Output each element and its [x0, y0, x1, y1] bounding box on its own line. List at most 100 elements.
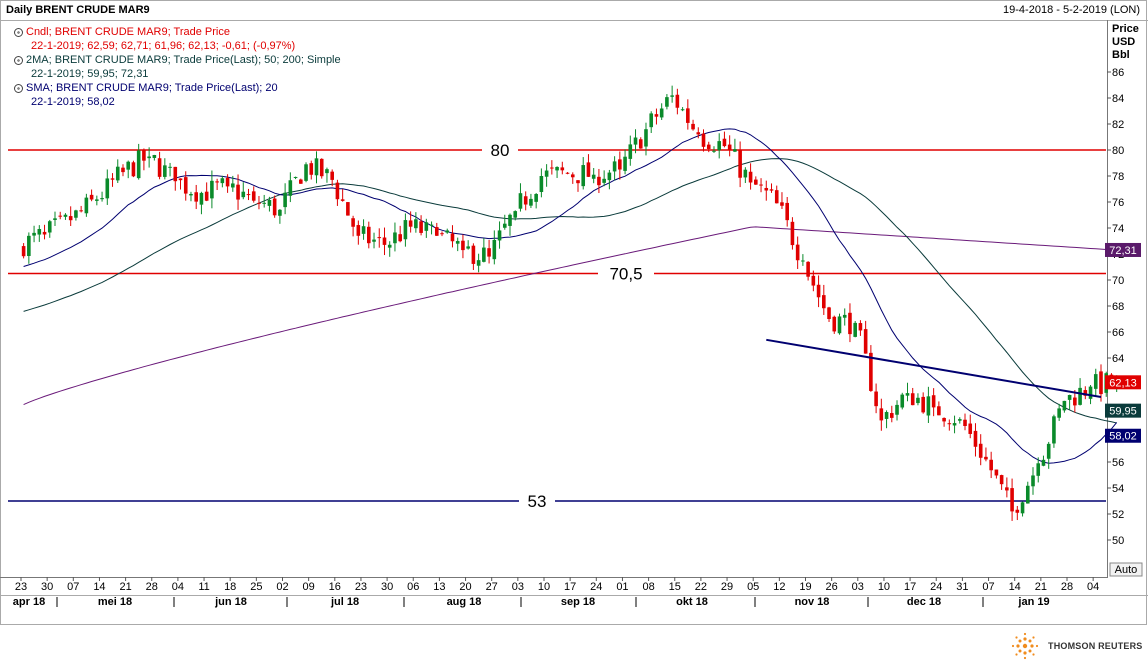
indicator-icon[interactable]	[14, 83, 23, 93]
level-label: 70,5	[609, 265, 642, 284]
candle-body	[476, 260, 481, 266]
candle-body	[100, 198, 104, 200]
candle-body	[1036, 463, 1041, 476]
candle-body	[659, 108, 664, 118]
auto-scale-button[interactable]	[1109, 562, 1143, 577]
candle-body	[816, 284, 821, 298]
candle-body	[131, 162, 136, 177]
x-tick-label: 24	[590, 581, 602, 593]
candle-body	[241, 191, 246, 198]
candle-body	[926, 396, 931, 416]
candle-body	[555, 166, 559, 171]
candle-body	[105, 178, 110, 199]
candle-body	[21, 246, 26, 257]
candle-body	[999, 475, 1004, 485]
logo-text: THOMSON REUTERS	[1048, 641, 1143, 651]
candle-body	[968, 423, 973, 434]
candle-body	[916, 397, 920, 404]
candle-body	[414, 219, 418, 229]
y-tick-label: 74	[1112, 223, 1124, 235]
candle-body	[832, 316, 837, 332]
candle-body	[163, 165, 167, 177]
last-value-label: 62,13	[1109, 377, 1137, 389]
x-tick-label: 28	[1061, 581, 1073, 593]
x-tick-label: 21	[1035, 581, 1047, 593]
candle-body	[576, 180, 580, 184]
candle-body	[257, 202, 261, 204]
x-tick-label: 23	[15, 581, 27, 593]
x-tick-label: 24	[930, 581, 942, 593]
candle-body	[1015, 509, 1020, 513]
y-tick-label: 80	[1112, 145, 1124, 157]
level-label-bg	[482, 139, 518, 161]
x-tick-label: 05	[747, 581, 759, 593]
candle-body	[963, 419, 967, 427]
candle-body	[1099, 371, 1103, 395]
level-label-bg	[598, 262, 654, 285]
x-tick-label: 22	[695, 581, 707, 593]
x-tick-label: 28	[146, 581, 158, 593]
y-tick-label: 76	[1112, 197, 1124, 209]
candle-body	[1088, 386, 1093, 399]
y-tick-label: 82	[1112, 119, 1124, 131]
auto-scale-label[interactable]: Auto	[1115, 564, 1138, 576]
candle-body	[1046, 443, 1051, 459]
x-tick-label: 10	[538, 581, 550, 593]
candle-body	[366, 226, 371, 244]
candle-body	[654, 114, 659, 117]
legend-sma[interactable]: SMA; BRENT CRUDE MAR9; Trade Price(Last)…	[14, 81, 341, 95]
candle-body	[837, 316, 842, 334]
candle-body	[361, 226, 366, 234]
trendline[interactable]	[766, 338, 1102, 398]
candle-body	[649, 113, 654, 128]
legend-candle[interactable]: Cndl; BRENT CRUDE MAR9; Trade Price	[14, 25, 341, 39]
candle-body	[251, 191, 256, 201]
y-tick-label: 68	[1112, 301, 1124, 313]
candle-body	[387, 244, 392, 248]
candle-body	[497, 230, 502, 241]
candle-body	[372, 239, 376, 242]
last-value-label: 58,02	[1109, 431, 1137, 443]
month-label: dec 18	[907, 596, 941, 608]
legend-2ma[interactable]: 2MA; BRENT CRUDE MAR9; Trade Price(Last)…	[14, 53, 341, 67]
candle-body	[978, 443, 983, 458]
candle-body	[110, 178, 115, 180]
candle-body	[267, 199, 272, 206]
candle-body	[508, 214, 512, 226]
candle-body	[47, 221, 52, 233]
month-label: apr 18	[13, 596, 45, 608]
x-tick-label: 04	[1087, 581, 1099, 593]
candle-body	[853, 322, 857, 337]
candle-body	[262, 202, 266, 204]
candle-body	[937, 406, 941, 416]
x-tick-label: 11	[198, 581, 209, 593]
indicator-icon[interactable]	[14, 55, 23, 65]
candle-body	[884, 412, 889, 419]
candle-body	[597, 176, 601, 186]
candle-body	[754, 179, 758, 185]
x-tick-label: 29	[721, 581, 733, 593]
candle-body	[722, 138, 727, 147]
candle-body	[1093, 374, 1098, 389]
candle-body	[377, 237, 382, 239]
candle-body	[335, 182, 340, 200]
candle-body	[79, 210, 83, 212]
candle-body	[1010, 488, 1014, 512]
indicator-icon[interactable]	[14, 27, 23, 37]
candle-body	[665, 97, 669, 107]
candle-body	[68, 216, 73, 221]
y-tick-label: 84	[1112, 93, 1124, 105]
candle-body	[717, 141, 722, 151]
candle-body	[220, 178, 225, 184]
candle-body	[811, 275, 816, 286]
candle-body	[895, 404, 899, 415]
candle-body	[570, 174, 575, 178]
sma20-line	[23, 128, 1118, 464]
chart-title: Daily BRENT CRUDE MAR9	[6, 4, 150, 16]
candle-body	[638, 139, 643, 149]
y-tick-label: 52	[1112, 509, 1124, 521]
candle-body	[178, 178, 183, 181]
y-tick-label: 78	[1112, 171, 1124, 183]
candle-body	[27, 235, 31, 256]
